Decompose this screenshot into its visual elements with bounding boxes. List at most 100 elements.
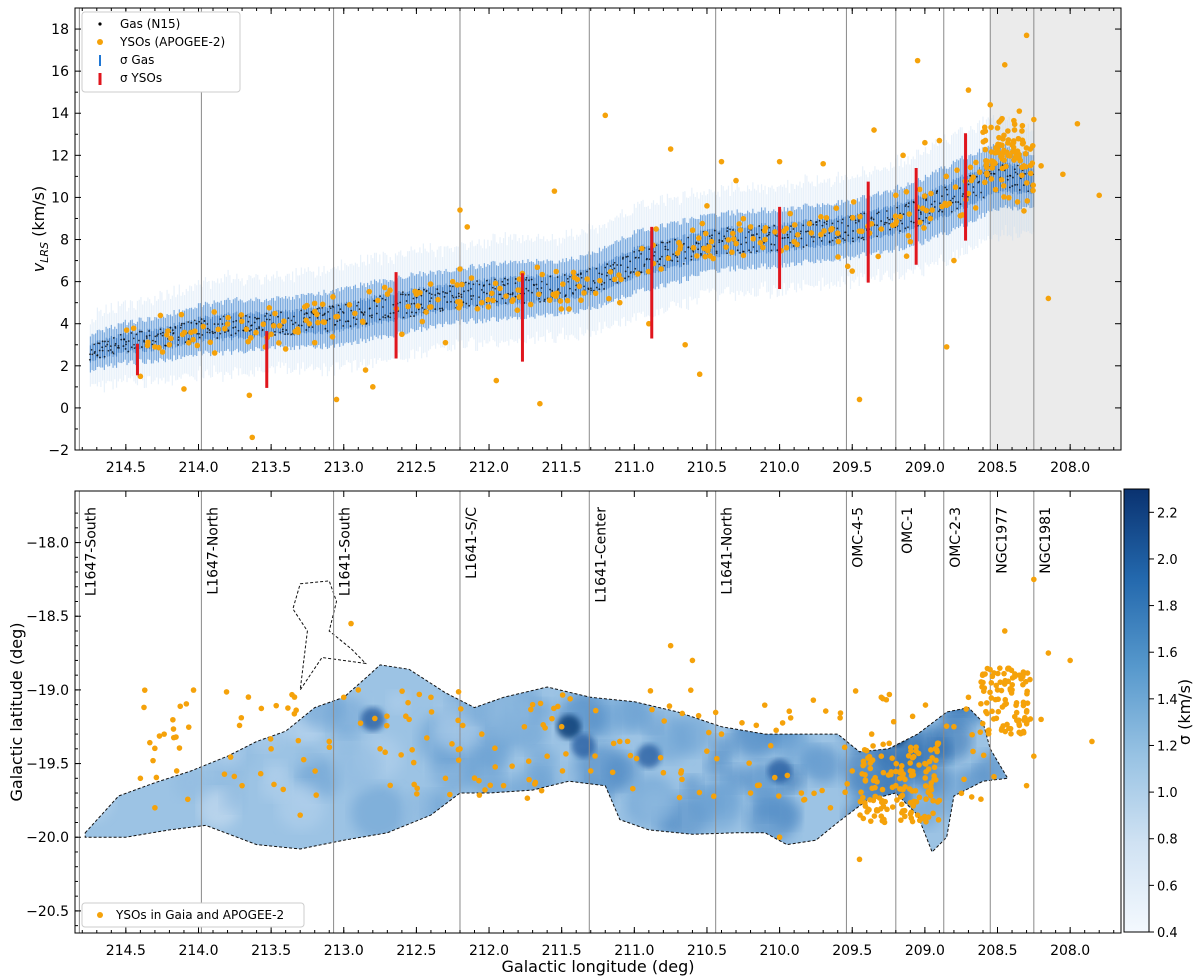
gas-point: [171, 329, 174, 332]
yso-point: [900, 808, 907, 814]
yso-point: [297, 812, 303, 818]
cloud-patch: [243, 711, 282, 750]
yso-point: [326, 738, 333, 745]
x-tick-label: 213.5: [251, 943, 291, 959]
gas-point: [739, 252, 741, 254]
yso-point: [756, 782, 763, 788]
gas-point: [94, 350, 96, 353]
yso-point: [222, 325, 228, 332]
gas-point: [750, 234, 753, 236]
y-tick-label: 12: [51, 148, 69, 164]
gas-point: [91, 353, 94, 356]
gas-point: [587, 287, 590, 290]
top-y-ticks: −2 0 2 4 6 8 10 12 14 16 18: [48, 7, 1121, 459]
gas-point: [592, 280, 595, 282]
gas-point: [799, 230, 802, 233]
yso-point: [907, 238, 914, 245]
yso-point: [997, 679, 1004, 686]
gas-point: [464, 281, 467, 284]
gas-point: [277, 315, 279, 318]
cloud-patch: [156, 679, 199, 722]
yso-point: [1030, 187, 1036, 194]
yso-point: [856, 856, 863, 863]
gas-point: [920, 213, 922, 215]
yso-point: [156, 733, 163, 739]
gas-point: [752, 234, 755, 236]
gas-point: [172, 332, 175, 334]
yso-point: [993, 144, 1000, 151]
gas-point: [726, 252, 728, 255]
gas-point: [872, 218, 875, 221]
gas-point: [219, 318, 222, 320]
gas-point: [446, 292, 448, 295]
yso-point: [989, 708, 995, 715]
cloud-patch: [608, 692, 648, 732]
yso-point: [844, 263, 851, 270]
yso-point: [315, 319, 321, 326]
gas-point: [603, 282, 606, 284]
yso-point: [424, 735, 430, 741]
yso-point: [998, 687, 1005, 694]
gas-point: [305, 329, 308, 331]
yso-point: [858, 789, 864, 795]
yso-point: [762, 236, 768, 243]
yso-point: [834, 230, 841, 237]
yso-point: [737, 227, 744, 233]
yso-point: [987, 102, 994, 108]
cloud-patch: [961, 683, 983, 704]
gas-point: [382, 306, 384, 308]
gas-point: [156, 335, 158, 337]
gas-point: [287, 333, 289, 335]
gas-point: [687, 236, 690, 239]
region-labels: L1647-South L1647-North L1641-South L1641-S…: [83, 507, 1053, 603]
gas-point: [870, 217, 873, 220]
yso-point: [352, 310, 358, 317]
yso-point: [987, 689, 993, 696]
gas-point: [103, 355, 106, 358]
gas-point: [1016, 183, 1019, 186]
yso-point: [152, 804, 158, 811]
yso-point: [398, 752, 404, 758]
gas-point: [956, 207, 959, 210]
yso-point: [1027, 716, 1034, 722]
yso-point: [833, 205, 840, 212]
gas-point: [770, 249, 773, 252]
yso-point: [428, 709, 435, 715]
gas-point: [625, 256, 628, 258]
yso-point: [271, 781, 277, 788]
yso-point: [584, 276, 591, 282]
gas-point: [407, 293, 410, 296]
x-tick-label: 209.5: [832, 460, 872, 476]
gas-point: [339, 308, 342, 311]
legend-gas-marker: [98, 22, 102, 26]
cloud-patch: [210, 760, 246, 796]
gas-point: [392, 311, 395, 314]
gas-point: [655, 244, 658, 247]
gas-point: [745, 241, 748, 244]
yso-point: [800, 797, 807, 803]
gas-point: [120, 338, 123, 341]
gas-point: [180, 324, 183, 327]
yso-point: [818, 214, 824, 220]
gas-point: [792, 228, 795, 230]
yso-point: [1005, 140, 1011, 146]
gas-point: [732, 229, 734, 231]
yso-point: [1001, 628, 1008, 634]
yso-point: [552, 292, 559, 299]
gas-point: [841, 218, 844, 221]
gas-point: [279, 331, 282, 334]
gas-point: [101, 340, 104, 343]
yso-point: [783, 244, 790, 251]
gas-point: [281, 330, 284, 333]
gas-point: [648, 248, 651, 251]
cloud-patch: [559, 783, 602, 826]
yso-point: [123, 327, 130, 333]
gas-point: [198, 336, 201, 339]
yso-point: [606, 295, 612, 302]
gas-point: [891, 218, 894, 220]
yso-point: [629, 785, 636, 792]
gas-point: [470, 288, 472, 290]
gas-point: [161, 334, 164, 337]
cloud-patch: [277, 783, 325, 831]
gas-point: [478, 296, 480, 299]
